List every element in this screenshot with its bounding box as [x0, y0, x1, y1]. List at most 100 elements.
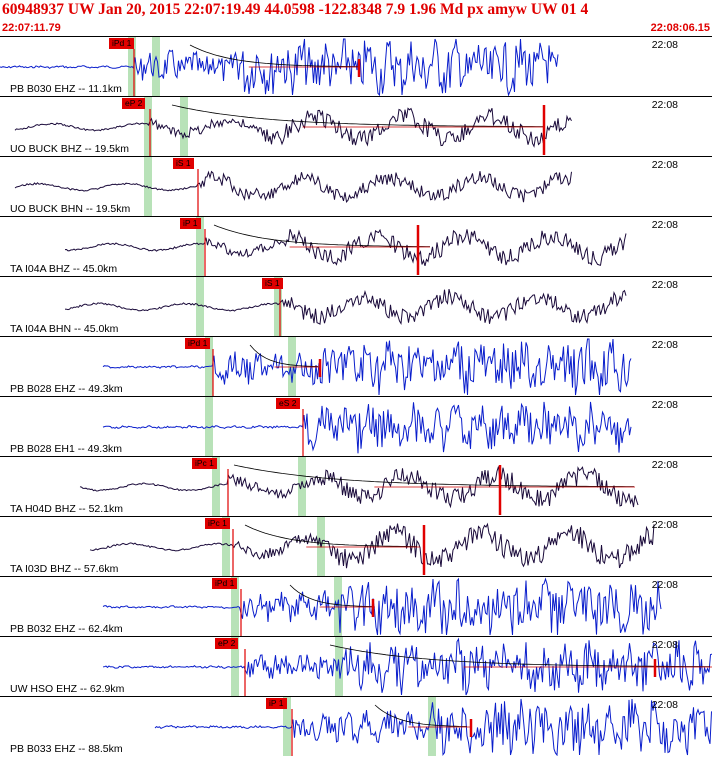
trace-panel[interactable]: iPd 1 22:08 PB B030 EHZ -- 11.1km	[0, 36, 712, 96]
waveform-plot	[154, 697, 712, 756]
phase-window	[144, 157, 152, 216]
panel-time: 22:08	[651, 639, 678, 651]
waveform-plot	[89, 517, 655, 576]
panel-time: 22:08	[651, 459, 678, 471]
channel-label: TA I03D BHZ -- 57.6km	[10, 563, 119, 575]
waveform-trace	[0, 38, 559, 96]
panel-time: 22:08	[651, 339, 678, 351]
trace-panel[interactable]: iP 1 22:08 PB B033 EHZ -- 88.5km	[0, 696, 712, 756]
panel-time: 22:08	[651, 399, 678, 411]
coda-curve	[213, 224, 430, 247]
channel-label: PB B033 EHZ -- 88.5km	[10, 743, 123, 755]
channel-label: PB B028 EH1 -- 49.3km	[10, 443, 123, 455]
phase-window	[196, 217, 204, 276]
channel-label: TA H04D BHZ -- 52.1km	[10, 503, 123, 515]
panel-time: 22:08	[651, 159, 678, 171]
phase-pick-label[interactable]: iPc 1	[192, 458, 217, 469]
phase-window	[428, 697, 436, 756]
panel-time: 22:08	[651, 699, 678, 711]
channel-label: PB B032 EHZ -- 62.4km	[10, 623, 123, 635]
panel-time: 22:08	[651, 39, 678, 51]
phase-window	[212, 457, 220, 516]
phase-window	[196, 277, 204, 336]
waveform-plot	[102, 397, 632, 456]
phase-window	[288, 337, 296, 396]
waveform-trace	[102, 637, 712, 696]
trace-panel[interactable]: iPd 1 22:08 PB B032 EHZ -- 62.4km	[0, 576, 712, 636]
phase-pick-label[interactable]: eP 2	[122, 98, 146, 109]
phase-pick-label[interactable]: iP 1	[266, 698, 287, 709]
coda-curve	[249, 344, 319, 367]
panel-time: 22:08	[651, 519, 678, 531]
phase-window	[222, 517, 230, 576]
event-title: 60948937 UW Jan 20, 2015 22:07:19.49 44.…	[2, 1, 589, 18]
panel-time: 22:08	[651, 279, 678, 291]
coda-curve	[329, 644, 710, 667]
panel-time: 22:08	[651, 579, 678, 591]
waveform-trace	[64, 288, 627, 326]
phase-pick-label[interactable]: iPd 1	[185, 338, 211, 349]
waveform-plot	[79, 457, 639, 516]
waveform-plot	[14, 97, 572, 156]
header: 60948937 UW Jan 20, 2015 22:07:19.49 44.…	[0, 0, 712, 36]
panel-time: 22:08	[651, 219, 678, 231]
trace-panel[interactable]: iS 1 22:08 TA I04A BHN -- 45.0km	[0, 276, 712, 336]
coda-curve	[189, 44, 358, 67]
waveform-plot	[0, 37, 559, 96]
panel-time: 22:08	[651, 99, 678, 111]
waveform-trace	[64, 228, 627, 267]
waveform-trace	[89, 522, 655, 569]
phase-window	[205, 397, 213, 456]
trace-panel[interactable]: iS 1 22:08 UO BUCK BHN -- 19.5km	[0, 156, 712, 216]
coda-curve	[289, 584, 375, 607]
waveform-plot	[102, 337, 632, 396]
channel-label: TA I04A BHN -- 45.0km	[10, 323, 119, 335]
end-time: 22:08:06.15	[650, 22, 710, 34]
waveform-trace	[154, 698, 712, 756]
trace-panel[interactable]: iPd 1 22:08 PB B028 EHZ -- 49.3km	[0, 336, 712, 396]
phase-window	[152, 37, 160, 96]
waveform-plot	[102, 637, 712, 696]
phase-pick-label[interactable]: eS 2	[276, 398, 300, 409]
phase-window	[144, 97, 152, 156]
phase-window	[231, 577, 239, 636]
phase-window	[274, 277, 282, 336]
waveform-trace	[14, 170, 572, 204]
trace-panel[interactable]: iP 1 22:08 TA I04A BHZ -- 45.0km	[0, 216, 712, 276]
phase-pick-label[interactable]: iS 1	[262, 278, 283, 289]
channel-label: PB B030 EHZ -- 11.1km	[10, 83, 122, 95]
waveform-trace	[79, 466, 639, 509]
trace-panel[interactable]: iPc 1 22:08 TA I03D BHZ -- 57.6km	[0, 516, 712, 576]
phase-pick-label[interactable]: iPc 1	[205, 518, 230, 529]
phase-window	[231, 637, 239, 696]
phase-pick-label[interactable]: iPd 1	[212, 578, 238, 589]
waveform-plot	[102, 577, 662, 636]
phase-pick-label[interactable]: iS 1	[173, 158, 194, 169]
trace-panel[interactable]: iPc 1 22:08 TA H04D BHZ -- 52.1km	[0, 456, 712, 516]
phase-pick-label[interactable]: iP 1	[180, 218, 201, 229]
trace-panel[interactable]: eP 2 22:08 UO BUCK BHZ -- 19.5km	[0, 96, 712, 156]
phase-pick-label[interactable]: eP 2	[215, 638, 239, 649]
waveform-trace	[102, 577, 662, 636]
channel-label: UW HSO EHZ -- 62.9km	[10, 683, 125, 695]
phase-window	[180, 97, 188, 156]
waveform-plot	[64, 277, 627, 336]
seismogram-panels: iPd 1 22:08 PB B030 EHZ -- 11.1km eP 2 22:08…	[0, 36, 712, 758]
waveform-plot	[14, 157, 572, 216]
trace-panel[interactable]: eS 2 22:08 PB B028 EH1 -- 49.3km	[0, 396, 712, 456]
start-time: 22:07:11.79	[2, 22, 61, 34]
channel-label: PB B028 EHZ -- 49.3km	[10, 383, 123, 395]
coda-curve	[171, 104, 544, 127]
phase-window	[334, 577, 342, 636]
channel-label: UO BUCK BHN -- 19.5km	[10, 203, 131, 215]
phase-window	[298, 457, 306, 516]
waveform-trace	[102, 401, 632, 454]
coda-curve	[374, 704, 467, 727]
coda-curve	[233, 464, 634, 487]
phase-window	[283, 697, 291, 756]
phase-pick-label[interactable]: iPd 1	[109, 38, 135, 49]
waveform-plot	[64, 217, 627, 276]
trace-panel[interactable]: eP 2 22:08 UW HSO EHZ -- 62.9km	[0, 636, 712, 696]
coda-curve	[244, 524, 418, 547]
channel-label: UO BUCK BHZ -- 19.5km	[10, 143, 130, 155]
